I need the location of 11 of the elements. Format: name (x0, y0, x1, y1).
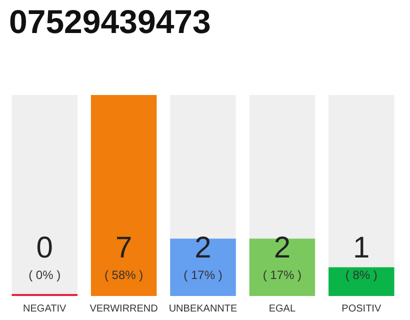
x-tick-label: UNBEKANNTE (168, 304, 238, 314)
x-tick-label: NEGATIV (23, 304, 67, 314)
chart-title: 07529439473 (9, 3, 211, 40)
data-label: 7 ( 58% ) (104, 232, 144, 282)
x-tick-label: POSITIV (342, 304, 382, 314)
x-tick-label: EGAL (268, 304, 296, 314)
data-label: 2 ( 17% ) (184, 232, 222, 282)
data-label: 1 ( 8% ) (345, 232, 378, 282)
x-tick-label: VERWIRREND (90, 304, 158, 314)
data-label: 0 ( 0% ) (28, 232, 61, 282)
data-label: 2 ( 17% ) (262, 232, 302, 282)
